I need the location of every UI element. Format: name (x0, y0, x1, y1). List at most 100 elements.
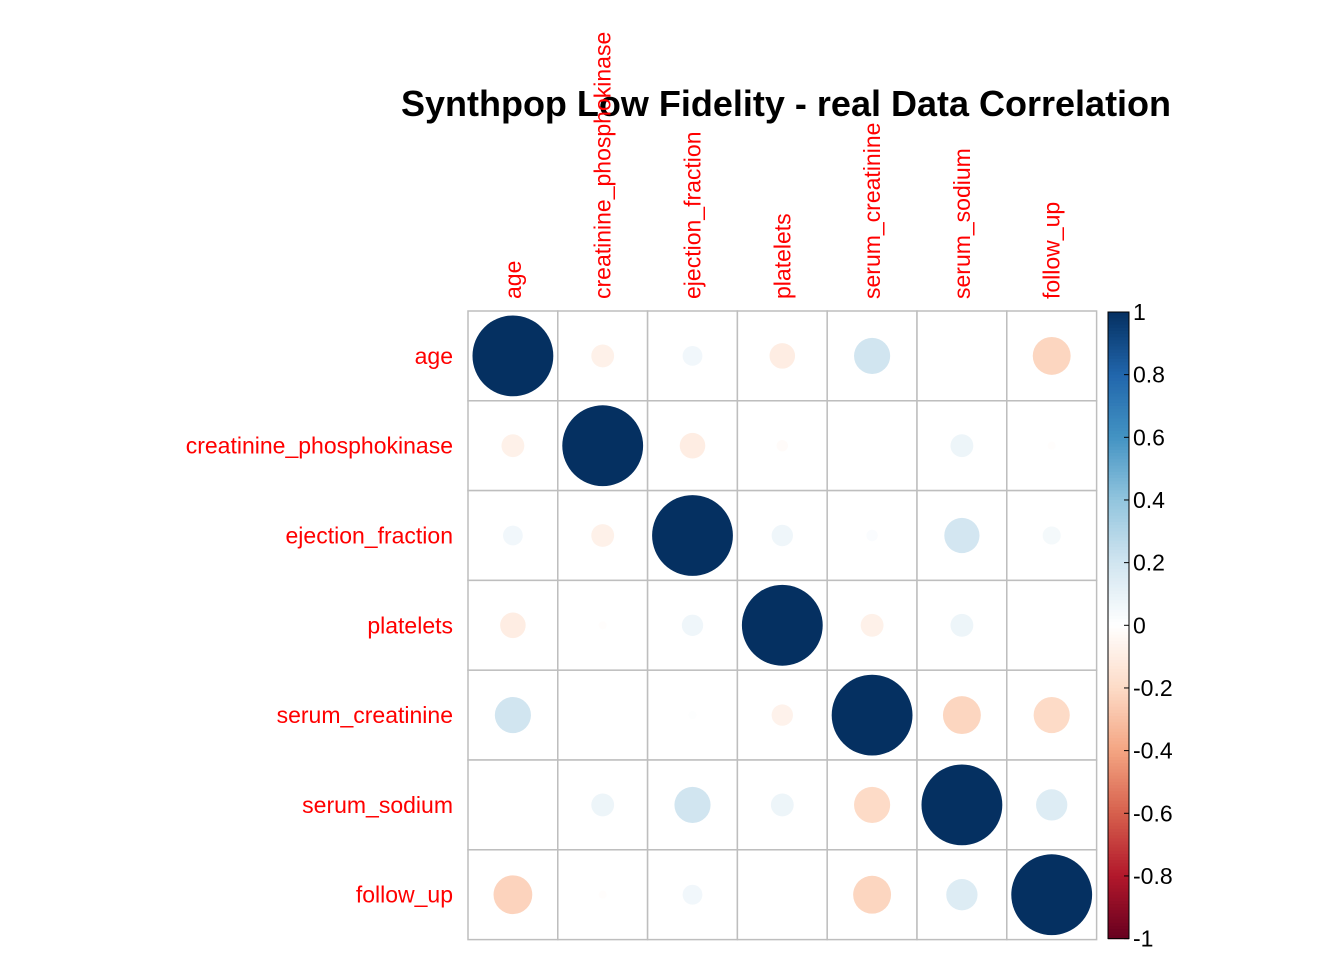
colorbar-segment (1108, 550, 1129, 554)
colorbar-segment (1108, 778, 1129, 783)
colorbar-segment (1108, 869, 1129, 874)
colorbar-segment (1108, 421, 1129, 426)
colorbar-segment (1108, 622, 1129, 626)
colorbar-segment (1108, 609, 1129, 614)
correlation-circle-serum_sodium-creatinine_phosphokinase (591, 793, 615, 817)
colorbar-segment (1108, 590, 1129, 595)
colorbar-segment (1108, 374, 1129, 379)
colorbar-segment (1108, 637, 1129, 642)
correlation-circle-age-creatinine_phosphokinase (591, 344, 615, 368)
colorbar-segment (1108, 675, 1129, 680)
colorbar-segment (1108, 359, 1129, 363)
colorbar-segment (1108, 716, 1129, 720)
correlation-circle-age-serum_creatinine (854, 337, 891, 374)
correlation-circle-serum_sodium-follow_up (1036, 789, 1068, 821)
colorbar-segment (1108, 405, 1129, 410)
colorbar-segment (1108, 597, 1129, 601)
colorbar-segment (1108, 640, 1129, 645)
colorbar-segment (1108, 669, 1129, 673)
colorbar-segment (1108, 396, 1129, 401)
column-label-serum_sodium: serum_sodium (949, 148, 975, 299)
correlation-circle-follow_up-serum_creatinine (853, 875, 892, 914)
colorbar-segment (1108, 691, 1129, 695)
colorbar-segment (1108, 738, 1129, 742)
colorbar-segment (1108, 393, 1129, 398)
colorbar-segment (1108, 612, 1129, 617)
colorbar-tick-label: -0.6 (1133, 800, 1173, 826)
colorbar-segment (1108, 882, 1129, 886)
colorbar-segment (1108, 387, 1129, 391)
colorbar-tick-label: 0.2 (1133, 550, 1165, 576)
correlation-circle-platelets-ejection_fraction (681, 614, 704, 636)
colorbar-tick-label: -0.2 (1133, 675, 1173, 701)
column-label-serum_creatinine: serum_creatinine (859, 123, 885, 299)
colorbar-segment (1108, 619, 1129, 623)
colorbar-segment (1108, 352, 1129, 357)
colorbar-segment (1108, 340, 1129, 344)
correlation-circle-age-platelets (769, 343, 796, 369)
colorbar-tick-label: 0.6 (1133, 424, 1165, 450)
colorbar-segment (1108, 572, 1129, 576)
matrix-cell (736, 849, 828, 941)
colorbar-segment (1108, 315, 1129, 319)
colorbar-segment (1108, 534, 1129, 539)
colorbar-segment (1108, 744, 1129, 749)
column-labels: age creatinine_phosphokinase ejection_frac… (500, 32, 1065, 299)
colorbar-segment (1108, 556, 1129, 561)
colorbar-segment (1108, 443, 1129, 448)
colorbar-segment (1108, 509, 1129, 514)
colorbar-segment (1108, 772, 1129, 777)
colorbar-segment (1108, 794, 1129, 799)
colorbar-segment (1108, 844, 1129, 849)
colorbar-segment (1108, 835, 1129, 839)
colorbar-segment (1108, 459, 1129, 463)
row-label-platelets: platelets (367, 612, 453, 638)
correlation-circle-creatinine_phosphokinase-ejection_fraction (679, 432, 706, 459)
colorbar-segment (1108, 734, 1129, 739)
correlation-circle-ejection_fraction-serum_sodium (944, 517, 980, 554)
colorbar-segment (1108, 681, 1129, 686)
colorbar-tick-label: 0.8 (1133, 362, 1165, 388)
colorbar-segment (1108, 634, 1129, 639)
colorbar-segment (1108, 518, 1129, 523)
colorbar-segment (1108, 756, 1129, 761)
colorbar-segment (1108, 644, 1129, 648)
row-label-age: age (415, 343, 453, 369)
colorbar-segment (1108, 525, 1129, 529)
colorbar-tick-label: -1 (1133, 926, 1153, 952)
colorbar-segment (1108, 503, 1129, 507)
colorbar-segment (1108, 346, 1129, 351)
colorbar-segment (1108, 377, 1129, 382)
chart-title: Synthpop Low Fidelity - real Data Correl… (401, 83, 1171, 124)
colorbar-segment (1108, 587, 1129, 592)
colorbar-segment (1108, 484, 1129, 489)
correlation-circle-ejection_fraction-follow_up (1042, 526, 1061, 545)
colorbar-segment (1108, 863, 1129, 868)
colorbar-segment (1108, 355, 1129, 360)
row-label-ejection_fraction: ejection_fraction (286, 523, 454, 549)
colorbar-segment (1108, 521, 1129, 526)
colorbar-segment (1108, 901, 1129, 905)
colorbar-segment (1108, 553, 1129, 557)
correlation-circle-serum_creatinine-serum_sodium (942, 696, 981, 735)
colorbar-segment (1108, 860, 1129, 864)
colorbar-segment (1108, 929, 1129, 933)
colorbar-segment (1108, 810, 1129, 814)
colorbar-segment (1108, 672, 1129, 677)
colorbar-segment (1108, 709, 1129, 714)
colorbar-segment (1108, 803, 1129, 808)
colorbar-segment (1108, 713, 1129, 717)
colorbar-segment (1108, 850, 1129, 855)
colorbar-segment (1108, 766, 1129, 771)
colorbar-segment (1108, 603, 1129, 608)
colorbar-segment (1108, 684, 1129, 689)
colorbar-segment (1108, 568, 1129, 573)
colorbar-segment (1108, 540, 1129, 545)
colorbar-segment (1108, 456, 1129, 460)
correlation-circle-age-age (472, 315, 554, 397)
matrix-cell (557, 489, 649, 582)
colorbar-segment (1108, 832, 1129, 836)
correlation-circle-age-follow_up (1032, 336, 1071, 375)
correlation-circle-platelets-age (500, 612, 526, 639)
colorbar-segment (1108, 750, 1129, 755)
